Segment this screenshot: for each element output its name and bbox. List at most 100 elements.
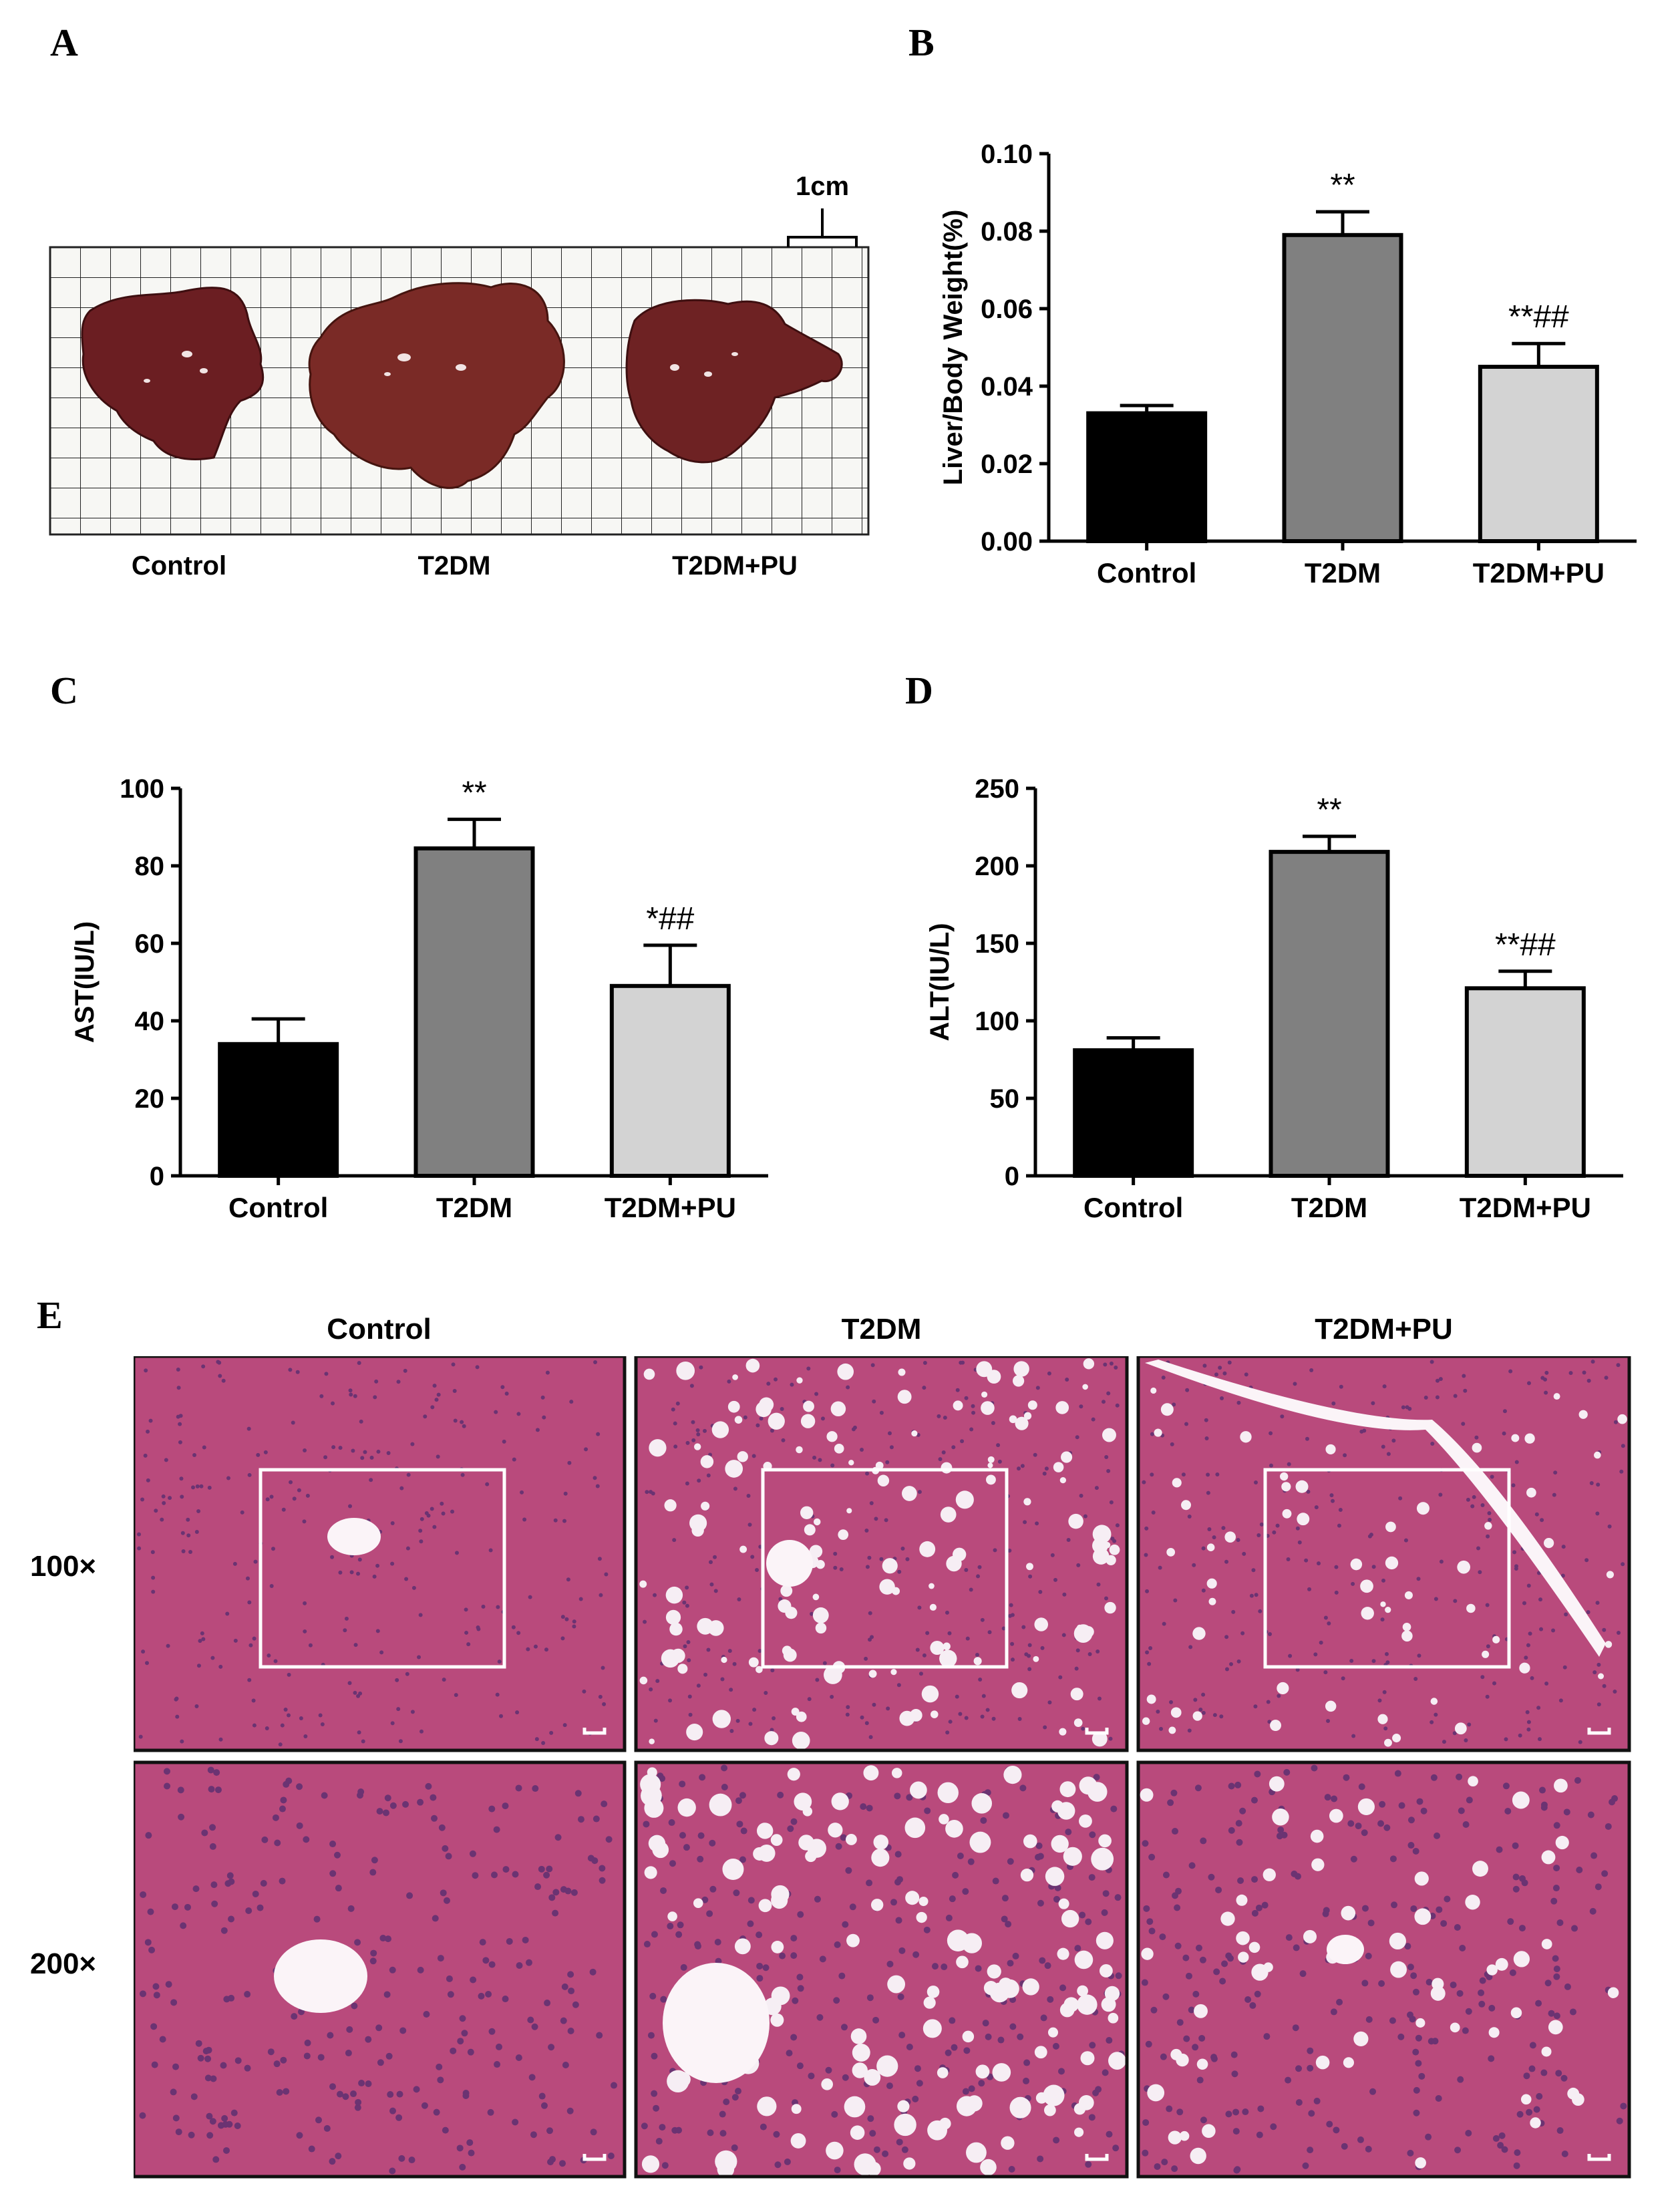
significance-label: **## [1508,299,1569,335]
y-tick-label: 50 [990,1084,1020,1114]
micrograph-border [634,1760,1129,2179]
row-label-100x: 100× [30,1550,97,1583]
portal-vessel [1145,1360,1606,1657]
zoom-region-box [259,1468,506,1669]
column-header-control: Control [327,1313,432,1346]
y-tick-label: 0.06 [981,295,1033,324]
micrograph-border [134,1760,627,2179]
y-tick-label: 100 [975,1007,1019,1036]
panel-label-a: A [50,21,78,64]
panel-label-d: D [905,669,933,712]
chart-b: 0.00 0.02 0.04 0.06 0.08 0.10 Liver/Body Weigh… [939,140,1637,589]
chart-d: 0 50 100 150 200 250 ALT(IU/L) Control T2DM ** T2D… [925,774,1623,1223]
row-label-200x: 200× [30,1947,97,1980]
micrograph-border [1136,1760,1631,2179]
scale-bar [1587,1728,1611,1735]
panel-a-label-t2dm: T2DM [418,551,491,581]
panel-a-label-control: Control [132,551,226,581]
y-tick-label: 150 [975,929,1019,959]
x-tick-label: Control [1097,557,1196,589]
significance-label: ** [1330,168,1355,203]
central-vein [663,1963,770,2083]
y-tick-label: 250 [975,774,1019,804]
y-tick-label: 0.00 [981,527,1033,557]
y-tick-label: 60 [135,929,165,959]
y-tick-label: 0.02 [981,450,1033,479]
bar-t2dm-pu [1478,365,1599,543]
panel-e-column-headers: Control T2DM T2DM+PU [134,1313,1637,1353]
central-vein [274,1939,367,2013]
central-vein [327,1518,381,1555]
tissue-background [636,1356,1127,1750]
micrograph-border [134,1356,627,1752]
scale-bracket [787,236,858,247]
bar-t2dm-pu [1464,986,1586,1178]
zoom-region-box [1263,1468,1511,1669]
y-axis-label: Liver/Body Weight(%) [939,210,968,486]
column-header-t2dm: T2DM [841,1313,922,1346]
panel-a-liver-photo: 1cm Control T2DM T2DM+PU [49,172,870,581]
bar-t2dm [1269,850,1390,1178]
micrograph-100x-t2dm [634,1356,1129,1752]
tissue-background [134,1356,625,1750]
x-tick-label: T2DM [1291,1192,1367,1223]
y-tick-label: 0 [1005,1162,1019,1191]
x-tick-label: Control [1083,1192,1183,1223]
micrograph-100x-t2dm-pu [1136,1356,1631,1752]
scale-bar [1085,1728,1109,1735]
significance-label: *## [646,901,694,937]
lipid-vacuoles [1140,1776,1619,2169]
significance-label: **## [1495,927,1556,963]
scale-bar [582,2154,607,2161]
x-tick-label: Control [228,1192,328,1223]
nuclei [641,1360,1120,1743]
x-tick-label: T2DM [436,1192,512,1223]
significance-label: ** [462,775,486,810]
bar-control [1073,1048,1194,1178]
y-tick-label: 40 [135,1007,165,1036]
x-tick-label: T2DM+PU [1473,557,1605,589]
zoom-region-box [761,1468,1009,1669]
micrograph-100x-control [134,1356,627,1752]
panel-label-c: C [50,669,78,712]
panel-label-b: B [908,21,935,64]
y-tick-label: 0 [150,1162,164,1191]
liver-t2dm-pu [625,299,843,464]
liver-t2dm [308,282,565,489]
nuclei [1142,1360,1625,1744]
histology-grid [134,1356,1631,2179]
panel-a-label-t2dm-pu: T2DM+PU [672,551,798,581]
lipid-vacuoles [1142,1387,1627,1747]
tissue-background [1138,1762,1629,2177]
y-tick-label: 0.04 [981,372,1033,402]
chart-c: 0 20 40 60 80 100 AST(IU/L) Control T2DM ** T2DM+P… [70,774,768,1223]
scale-bar [1085,2154,1109,2161]
bar-t2dm-pu [609,983,731,1178]
x-tick-label: T2DM+PU [605,1192,736,1223]
micrograph-200x-control [134,1760,627,2179]
column-header-t2dm-pu: T2DM+PU [1315,1313,1453,1346]
x-tick-label: T2DM [1305,557,1381,589]
bar-control [1086,411,1208,543]
scale-bar [582,1728,607,1735]
bar-t2dm [413,846,535,1178]
scale-label: 1cm [796,172,849,201]
bar-t2dm [1282,232,1403,544]
micrograph-border [1136,1356,1631,1752]
scale-bar [1587,2154,1611,2161]
liver-highlights [144,351,738,383]
panel-label-e: E [37,1293,63,1337]
micrograph-200x-t2dm-pu [1136,1760,1631,2179]
liver-control [81,287,265,460]
micrograph-border [634,1356,1129,1752]
central-vein [1327,1935,1364,1964]
y-axis-label: ALT(IU/L) [925,923,955,1042]
micrograph-200x-t2dm [634,1760,1129,2179]
y-tick-label: 0.10 [981,140,1033,169]
bar-control [218,1042,339,1178]
significance-label: ** [1317,792,1341,828]
central-vein [766,1540,813,1587]
y-tick-label: 80 [135,852,165,881]
y-tick-label: 100 [120,774,164,804]
y-tick-label: 200 [975,852,1019,881]
